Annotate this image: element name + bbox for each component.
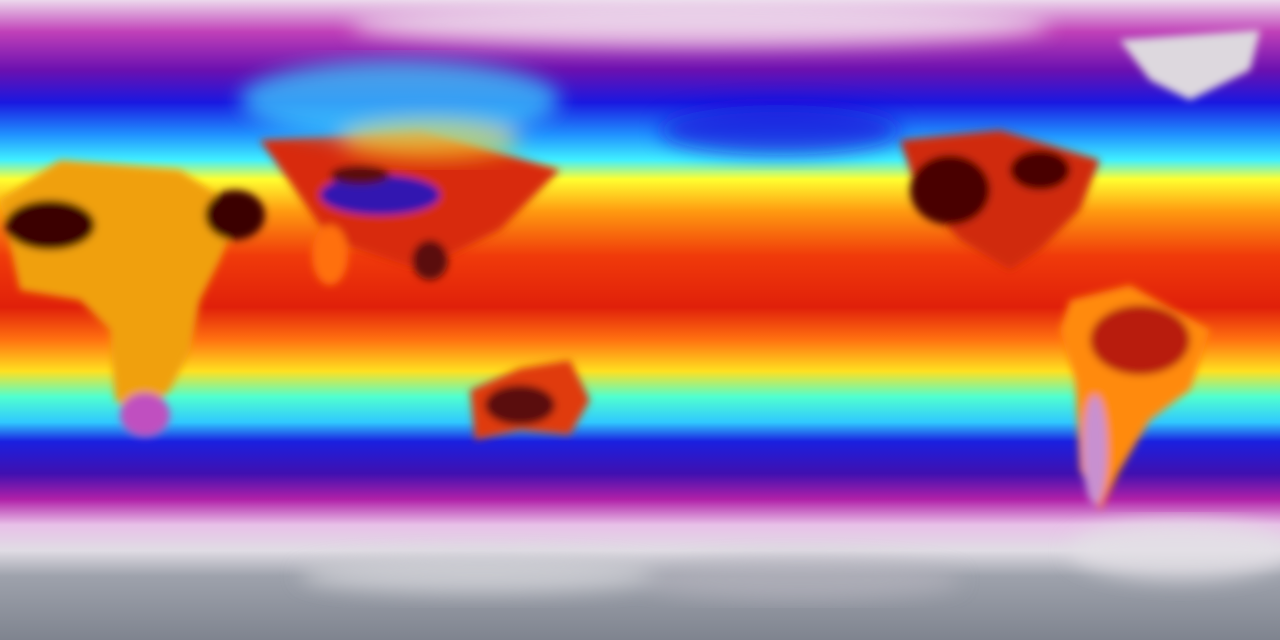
- arctic: [350, 3, 1050, 155]
- north-america: [900, 130, 1100, 270]
- north-eurasia: [240, 60, 560, 160]
- south-america: [1060, 285, 1210, 510]
- antarctica: [300, 520, 1280, 600]
- africa: [0, 160, 265, 437]
- australia: [470, 360, 590, 440]
- continents: [0, 3, 1280, 600]
- asia: [260, 130, 560, 285]
- greenland: [1120, 30, 1260, 100]
